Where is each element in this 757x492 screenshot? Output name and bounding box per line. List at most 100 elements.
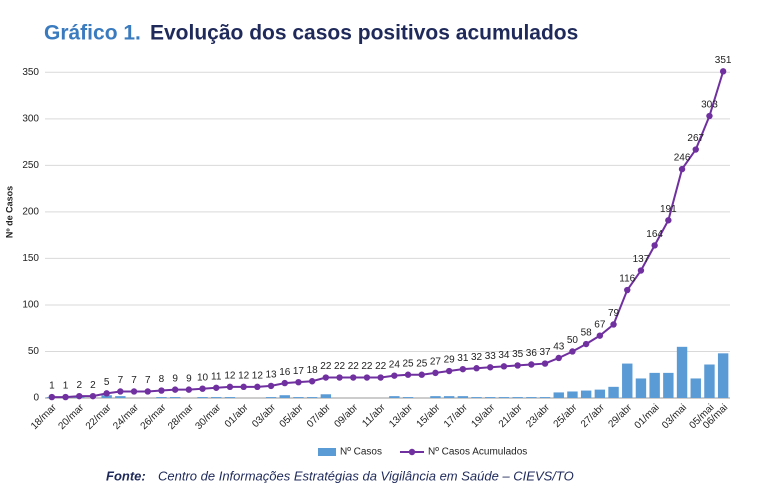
point xyxy=(692,146,699,153)
y-tick-label: 350 xyxy=(22,67,39,78)
point xyxy=(308,378,316,385)
data-label: 2 xyxy=(76,380,82,391)
point xyxy=(240,383,247,391)
point xyxy=(185,386,193,393)
bar xyxy=(293,397,304,398)
x-tick-label: 19/abr xyxy=(469,402,497,430)
bar xyxy=(526,397,537,398)
bar xyxy=(430,396,441,398)
data-label: 7 xyxy=(145,375,151,386)
point xyxy=(445,367,453,375)
data-label: 24 xyxy=(389,359,401,370)
data-label: 22 xyxy=(361,361,373,372)
point xyxy=(295,378,302,386)
bar xyxy=(402,397,414,398)
data-label: 116 xyxy=(619,274,635,285)
point xyxy=(48,393,56,401)
bar xyxy=(389,396,400,398)
data-label: 10 xyxy=(197,372,209,383)
legend-label: Nº Casos xyxy=(340,447,382,458)
data-label: 43 xyxy=(553,342,565,353)
x-tick-label: 11/abr xyxy=(360,402,388,430)
point xyxy=(596,332,604,339)
point xyxy=(404,371,412,378)
bar xyxy=(211,397,222,398)
data-label: 22 xyxy=(334,361,346,372)
bar xyxy=(306,397,318,398)
point xyxy=(117,388,124,395)
x-tick-label: 15/abr xyxy=(415,402,443,430)
x-tick-label: 17/abr xyxy=(442,402,470,430)
point xyxy=(610,321,617,328)
data-label: 2 xyxy=(90,380,96,391)
x-tick-label: 03/mai xyxy=(660,402,689,431)
x-tick-label: 30/mar xyxy=(193,402,223,432)
point xyxy=(62,393,69,401)
point xyxy=(350,374,357,381)
data-label: 31 xyxy=(457,353,469,364)
bar xyxy=(265,397,277,398)
y-tick-label: 150 xyxy=(22,253,39,264)
data-label: 164 xyxy=(646,229,663,240)
bar xyxy=(101,395,112,398)
bar xyxy=(622,363,633,398)
data-label: 351 xyxy=(715,55,732,66)
data-label: 58 xyxy=(581,328,593,339)
point xyxy=(665,217,672,224)
data-label: 35 xyxy=(512,349,524,360)
bar xyxy=(443,396,455,398)
x-tick-label: 26/mar xyxy=(139,402,169,432)
data-label: 50 xyxy=(567,335,579,346)
point xyxy=(555,354,562,362)
point xyxy=(76,392,83,400)
x-tick-label: 27/abr xyxy=(579,402,607,430)
y-tick-label: 0 xyxy=(33,393,39,404)
bar xyxy=(279,395,290,398)
bar xyxy=(498,397,510,398)
data-label: 34 xyxy=(498,350,510,361)
y-axis-label: Nº de Casos xyxy=(4,186,14,238)
point xyxy=(624,286,631,294)
point xyxy=(582,340,590,348)
point xyxy=(651,242,658,249)
bar xyxy=(169,397,181,398)
data-label: 25 xyxy=(416,358,428,369)
point xyxy=(213,384,220,391)
data-label: 22 xyxy=(348,361,360,372)
data-label: 9 xyxy=(172,373,178,384)
point xyxy=(158,387,165,394)
y-tick-label: 250 xyxy=(22,160,39,171)
bar xyxy=(676,346,688,398)
bar xyxy=(115,396,126,398)
data-label: 137 xyxy=(633,254,650,265)
source: Centro de Informações Estratégias da Vig… xyxy=(158,468,574,483)
y-tick-label: 300 xyxy=(22,113,39,124)
x-tick-label: 13/abr xyxy=(387,402,415,430)
x-tick-label: 21/abr xyxy=(497,402,525,430)
x-tick-label: 23/abr xyxy=(524,402,552,430)
data-label: 12 xyxy=(252,370,264,381)
source-label: Fonte: xyxy=(106,468,146,483)
x-tick-label: 29/abr xyxy=(606,402,634,430)
x-tick-label: 25/abr xyxy=(552,402,580,430)
data-label: 36 xyxy=(526,348,538,359)
point xyxy=(541,360,549,367)
data-label: 303 xyxy=(701,100,718,111)
data-label: 22 xyxy=(375,361,387,372)
data-label: 11 xyxy=(211,371,222,382)
point xyxy=(500,363,508,370)
y-tick-label: 50 xyxy=(28,346,40,357)
legend-swatch xyxy=(318,448,336,456)
bar xyxy=(635,378,647,398)
legend-label: Nº Casos Acumulados xyxy=(428,447,527,458)
x-tick-label: 01/abr xyxy=(223,402,251,430)
bar xyxy=(690,378,701,398)
point xyxy=(678,165,686,173)
bar xyxy=(485,397,496,398)
x-tick-label: 28/mar xyxy=(166,402,196,432)
x-tick-label: 24/mar xyxy=(111,402,141,432)
point xyxy=(130,388,138,395)
point xyxy=(254,383,261,391)
point xyxy=(487,364,494,371)
x-tick-label: 05/abr xyxy=(278,402,306,430)
